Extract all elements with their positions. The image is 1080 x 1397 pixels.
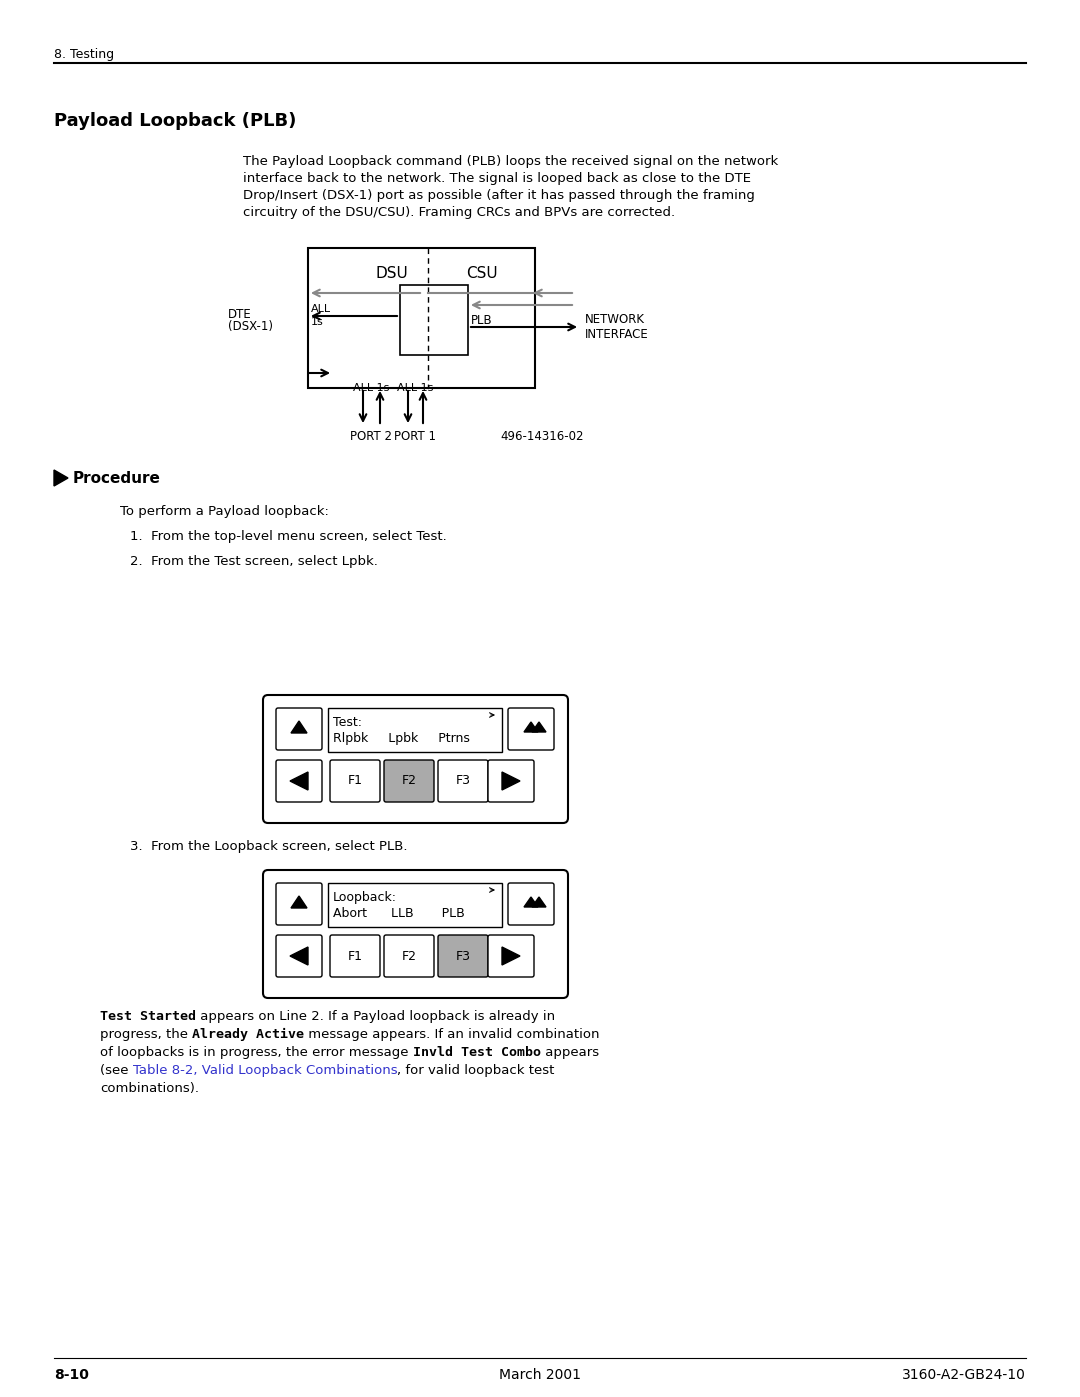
Polygon shape: [291, 895, 307, 908]
Text: INTERFACE: INTERFACE: [585, 328, 649, 341]
Text: PLB: PLB: [471, 313, 492, 327]
FancyBboxPatch shape: [508, 883, 554, 925]
Text: Drop/Insert (DSX-1) port as possible (after it has passed through the framing: Drop/Insert (DSX-1) port as possible (af…: [243, 189, 755, 203]
Text: ALL 1s: ALL 1s: [353, 383, 389, 393]
FancyBboxPatch shape: [264, 694, 568, 823]
Text: March 2001: March 2001: [499, 1368, 581, 1382]
Text: 3.  From the Loopback screen, select PLB.: 3. From the Loopback screen, select PLB.: [130, 840, 407, 854]
Text: combinations).: combinations).: [100, 1083, 199, 1095]
Text: To perform a Payload loopback:: To perform a Payload loopback:: [120, 504, 329, 518]
Text: DSU: DSU: [376, 265, 408, 281]
FancyBboxPatch shape: [384, 760, 434, 802]
Text: progress, the: progress, the: [100, 1028, 192, 1041]
Text: Loopback:: Loopback:: [333, 891, 397, 904]
FancyBboxPatch shape: [488, 760, 534, 802]
Text: appears on Line 2. If a Payload loopback is already in: appears on Line 2. If a Payload loopback…: [195, 1010, 555, 1023]
Text: ALL 1s: ALL 1s: [396, 383, 433, 393]
Text: DTE: DTE: [228, 307, 252, 321]
Text: Abort      LLB       PLB: Abort LLB PLB: [333, 907, 464, 921]
FancyBboxPatch shape: [438, 935, 488, 977]
Text: ALL: ALL: [311, 305, 332, 314]
Text: 8. Testing: 8. Testing: [54, 47, 114, 61]
Text: of loopbacks is in progress, the error message: of loopbacks is in progress, the error m…: [100, 1046, 413, 1059]
Text: circuitry of the DSU/CSU). Framing CRCs and BPVs are corrected.: circuitry of the DSU/CSU). Framing CRCs …: [243, 205, 675, 219]
FancyBboxPatch shape: [276, 883, 322, 925]
FancyBboxPatch shape: [276, 708, 322, 750]
Text: F3: F3: [456, 774, 471, 788]
Text: Table 8-2, Valid Loopback Combinations: Table 8-2, Valid Loopback Combinations: [133, 1065, 397, 1077]
Text: , for valid loopback test: , for valid loopback test: [397, 1065, 555, 1077]
Text: 1s: 1s: [311, 317, 324, 327]
Text: 8-10: 8-10: [54, 1368, 89, 1382]
FancyBboxPatch shape: [264, 870, 568, 997]
Polygon shape: [54, 469, 68, 486]
Polygon shape: [291, 773, 308, 789]
Polygon shape: [291, 947, 308, 965]
Bar: [308, 249, 535, 388]
FancyBboxPatch shape: [330, 935, 380, 977]
Polygon shape: [532, 897, 546, 907]
Polygon shape: [291, 721, 307, 733]
Text: F1: F1: [348, 774, 363, 788]
Polygon shape: [524, 722, 538, 732]
Text: 496-14316-02: 496-14316-02: [500, 430, 583, 443]
FancyBboxPatch shape: [384, 935, 434, 977]
FancyBboxPatch shape: [330, 760, 380, 802]
Text: The Payload Loopback command (PLB) loops the received signal on the network: The Payload Loopback command (PLB) loops…: [243, 155, 779, 168]
Text: interface back to the network. The signal is looped back as close to the DTE: interface back to the network. The signa…: [243, 172, 751, 184]
Bar: [328, 883, 502, 928]
Text: Test:: Test:: [333, 717, 362, 729]
Polygon shape: [524, 897, 538, 907]
Polygon shape: [502, 773, 519, 789]
FancyBboxPatch shape: [276, 935, 322, 977]
Text: F2: F2: [402, 950, 417, 963]
Text: message appears. If an invalid combination: message appears. If an invalid combinati…: [305, 1028, 599, 1041]
Text: CSU: CSU: [465, 265, 497, 281]
Text: NETWORK: NETWORK: [585, 313, 645, 326]
Bar: [400, 285, 468, 355]
Text: F2: F2: [402, 774, 417, 788]
Text: F1: F1: [348, 950, 363, 963]
Text: Invld Test Combo: Invld Test Combo: [413, 1046, 541, 1059]
Text: Procedure: Procedure: [73, 471, 161, 486]
Text: PORT 1: PORT 1: [394, 430, 436, 443]
Polygon shape: [502, 947, 519, 965]
FancyBboxPatch shape: [488, 935, 534, 977]
Text: 1.  From the top-level menu screen, select Test.: 1. From the top-level menu screen, selec…: [130, 529, 447, 543]
FancyBboxPatch shape: [438, 760, 488, 802]
Text: appears: appears: [541, 1046, 599, 1059]
Text: PORT 2: PORT 2: [350, 430, 392, 443]
Text: F3: F3: [456, 950, 471, 963]
Polygon shape: [532, 722, 546, 732]
Text: Payload Loopback (PLB): Payload Loopback (PLB): [54, 112, 296, 130]
Text: Already Active: Already Active: [192, 1028, 305, 1041]
Text: Test Started: Test Started: [100, 1010, 195, 1023]
Text: Rlpbk     Lpbk     Ptrns: Rlpbk Lpbk Ptrns: [333, 732, 470, 745]
Text: 2.  From the Test screen, select Lpbk.: 2. From the Test screen, select Lpbk.: [130, 555, 378, 569]
FancyBboxPatch shape: [508, 708, 554, 750]
Bar: [328, 708, 502, 752]
FancyBboxPatch shape: [276, 760, 322, 802]
Text: (DSX-1): (DSX-1): [228, 320, 273, 332]
Text: (see: (see: [100, 1065, 133, 1077]
Text: 3160-A2-GB24-10: 3160-A2-GB24-10: [902, 1368, 1026, 1382]
